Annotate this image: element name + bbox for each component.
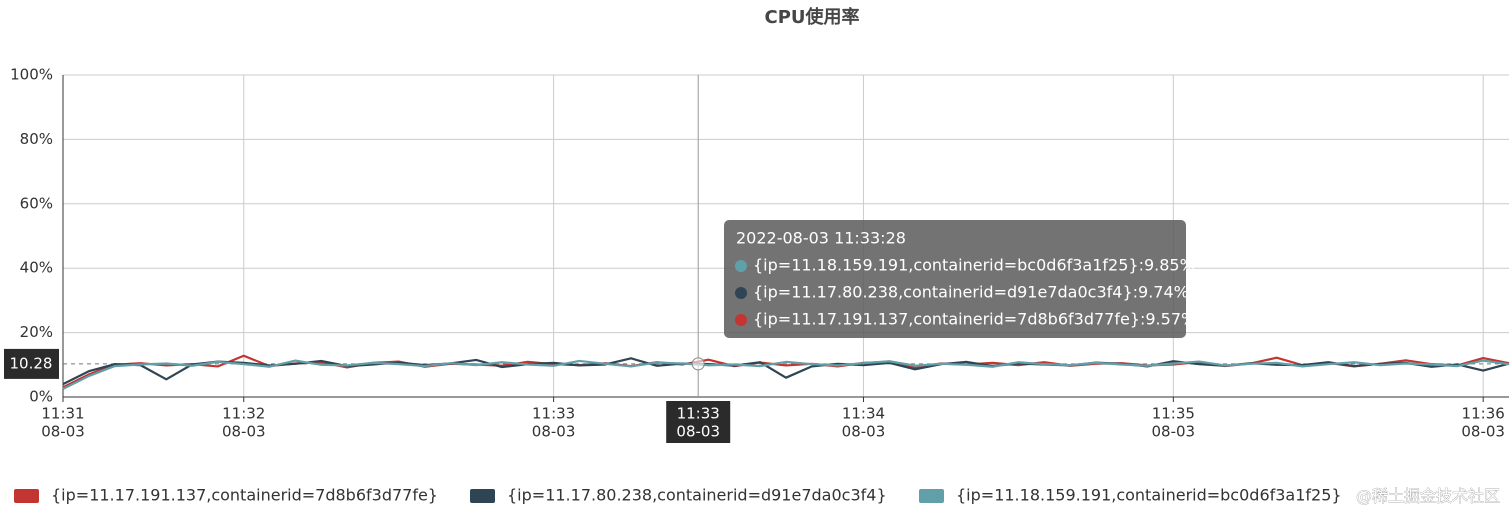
legend-swatch xyxy=(919,489,944,503)
x-tick-date: 08-03 xyxy=(532,423,576,441)
x-tick-date: 08-03 xyxy=(842,423,886,441)
tooltip-item: {ip=11.17.191.137,containerid=7d8b6f3d77… xyxy=(753,310,1196,329)
y-tick-label: 60% xyxy=(20,194,53,212)
tooltip-dot xyxy=(735,314,747,326)
tooltip-dot xyxy=(735,287,747,299)
axis-pointer-y-box xyxy=(4,348,59,379)
x-tick-label: 11:35 xyxy=(1152,405,1195,423)
axis-pointer-x-label: 11:33 xyxy=(677,405,720,423)
axis-pointer-x-box xyxy=(666,401,731,443)
y-tick-label: 0% xyxy=(29,388,53,406)
x-tick-date: 08-03 xyxy=(1152,423,1196,441)
legend-label: {ip=11.17.191.137,containerid=7d8b6f3d77… xyxy=(51,486,438,505)
series-line xyxy=(62,354,1510,389)
watermark: @稀土掘金技术社区 xyxy=(1356,487,1500,506)
tooltip-item: {ip=11.18.159.191,containerid=bc0d6f3a1f… xyxy=(753,256,1195,275)
y-tick-label: 80% xyxy=(20,130,53,148)
tooltip-dot xyxy=(735,260,747,272)
chart-title: CPU使用率 xyxy=(764,6,859,28)
axis-pointer-y-label: 10.28 xyxy=(10,354,53,372)
tooltip-item: {ip=11.17.80.238,containerid=d91e7da0c3f… xyxy=(753,283,1189,302)
x-tick-date: 08-03 xyxy=(222,423,266,441)
axis-pointer-dot xyxy=(691,357,705,371)
legend-swatch xyxy=(470,489,495,503)
series-line xyxy=(62,359,1510,390)
x-tick-date: 08-03 xyxy=(41,423,85,441)
x-tick-date: 08-03 xyxy=(1461,423,1505,441)
x-tick-label: 11:34 xyxy=(842,405,885,423)
axis-pointer-x-date: 08-03 xyxy=(676,423,720,441)
x-tick-label: 11:31 xyxy=(41,405,84,423)
legend-label: {ip=11.17.80.238,containerid=d91e7da0c3f… xyxy=(507,486,887,505)
x-tick-label: 11:36 xyxy=(1462,405,1505,423)
x-tick-label: 11:33 xyxy=(532,405,575,423)
tooltip xyxy=(724,220,1186,338)
y-tick-label: 20% xyxy=(20,323,53,341)
y-tick-label: 100% xyxy=(10,66,53,84)
x-tick-label: 11:32 xyxy=(222,405,265,423)
tooltip-title: 2022-08-03 11:33:28 xyxy=(736,229,906,248)
y-tick-label: 40% xyxy=(20,259,53,277)
legend-label: {ip=11.18.159.191,containerid=bc0d6f3a1f… xyxy=(956,486,1342,505)
legend-swatch xyxy=(14,489,39,503)
